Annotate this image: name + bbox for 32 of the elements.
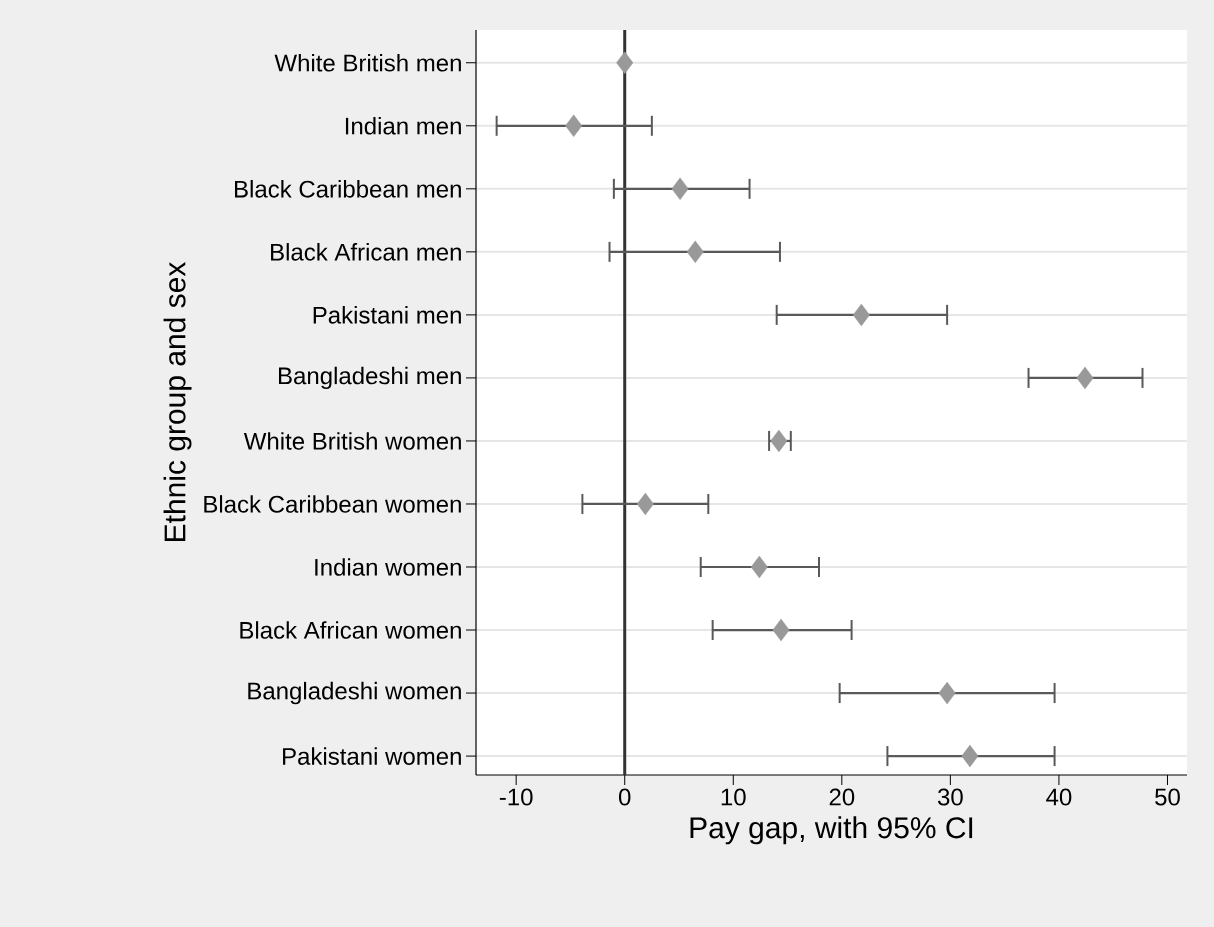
y-tick-label: Bangladeshi men (278, 366, 461, 390)
y-axis-title: Ethnic group and sex (163, 261, 192, 541)
y-tick-label: Black African men (271, 243, 461, 261)
x-tick-label: 50 (1155, 788, 1180, 806)
x-tick-label: 0 (618, 788, 631, 806)
point (938, 681, 956, 705)
point (565, 114, 583, 137)
y-tick-label: Pakistani women (283, 747, 461, 765)
y-tick-label: Pakistani men (313, 306, 461, 324)
point (671, 177, 689, 201)
x-tick-label: 40 (1046, 788, 1072, 806)
y-tick-label: White British women (243, 432, 461, 450)
x-tick-label: -10 (499, 788, 533, 806)
point (636, 492, 654, 516)
y-tick-label: Black Caribbean women (204, 495, 461, 513)
y-tick-label: Indian men (345, 116, 461, 135)
y-tick-label: Indian women (315, 558, 461, 576)
y-tick-label: White British men (274, 53, 461, 72)
y-tick-label: Bangladeshi women (248, 681, 461, 705)
point (616, 51, 634, 74)
point (1076, 366, 1094, 390)
y-tick-label: Black African women (240, 621, 461, 639)
x-tick-label: 30 (937, 788, 963, 806)
y-tick-label: Black Caribbean men (235, 180, 461, 198)
x-tick-label: 20 (829, 788, 855, 806)
x-tick-label: 10 (721, 788, 746, 806)
point (686, 240, 704, 264)
point (750, 555, 768, 579)
point (852, 303, 870, 327)
point (772, 618, 790, 642)
point (961, 744, 979, 768)
x-axis-title: Pay gap, with 95% CI (690, 816, 973, 845)
